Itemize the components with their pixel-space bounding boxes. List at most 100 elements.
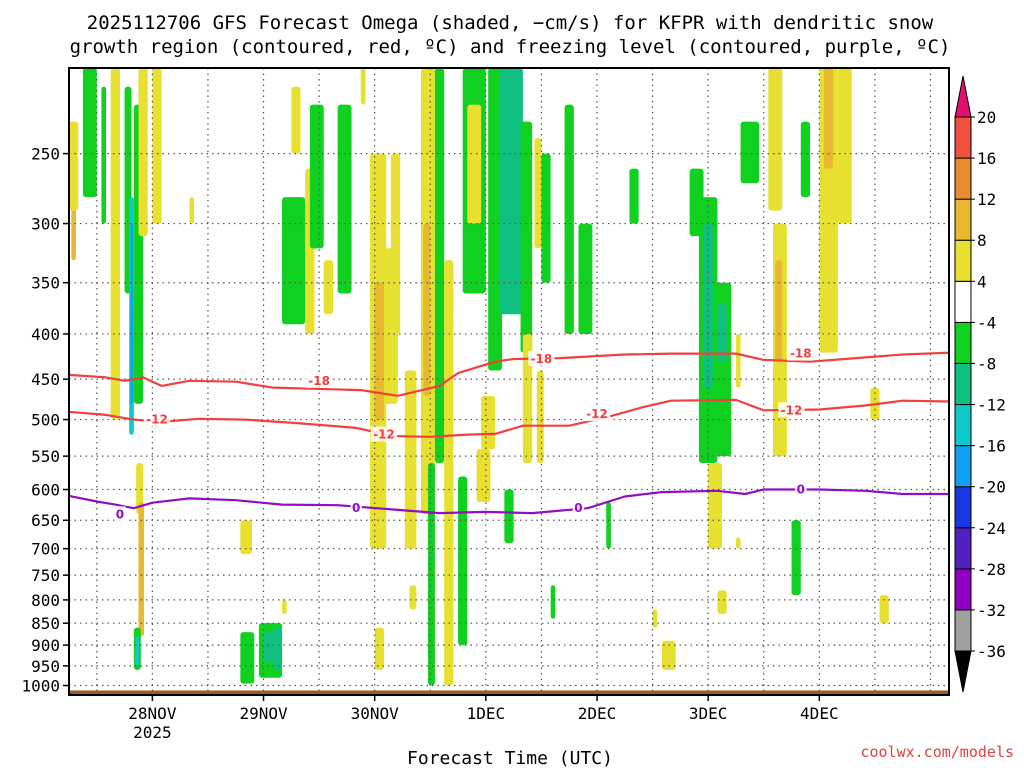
contours: -18 -18 -18 -12 -12 -12 -12 0 0 0 0	[69, 345, 949, 522]
omega-region	[800, 121, 811, 198]
omega-region	[541, 153, 551, 283]
omega-region	[488, 68, 503, 371]
colorbar-swatch	[954, 609, 972, 652]
omega-region	[138, 68, 148, 237]
contour-label-bg	[143, 411, 171, 427]
omega-region	[476, 449, 491, 503]
omega-region	[409, 585, 417, 610]
colorbar-swatch	[954, 486, 972, 529]
y-tick-label: 250	[31, 145, 60, 164]
plot-frame	[68, 67, 950, 696]
omega-shading	[69, 68, 949, 695]
omega-region	[110, 68, 120, 420]
omega-region	[467, 104, 482, 224]
omega-region	[458, 476, 468, 646]
colorbar-swatch	[954, 157, 972, 200]
omega-region	[189, 197, 195, 224]
contour-label-bg	[528, 351, 555, 367]
colorbar-swatch	[954, 527, 972, 570]
contour-label-bg	[795, 481, 807, 497]
omega-region	[629, 168, 639, 224]
y-tick-label: 650	[31, 511, 60, 530]
omega-region	[735, 333, 741, 388]
credit-text: coolwx.com/models	[860, 743, 1014, 761]
colorbar-swatch	[954, 198, 972, 241]
omega-region	[708, 463, 723, 549]
contour-label-bg	[305, 372, 333, 388]
x-tick-label: 28NOV	[128, 704, 177, 723]
contour-label: 0	[797, 483, 805, 497]
contour-label: -18	[308, 374, 330, 388]
omega-region	[282, 197, 306, 325]
colorbar-label: -8	[977, 354, 996, 373]
y-tick-label: 1000	[21, 677, 60, 696]
omega-region	[130, 223, 134, 404]
omega-region	[536, 370, 544, 464]
omega-region	[504, 489, 514, 544]
omega-region	[240, 632, 255, 684]
y-tick-label: 850	[31, 614, 60, 633]
contour-label-bg	[787, 345, 815, 361]
contour-label-bg	[572, 500, 585, 516]
omega-region	[768, 68, 783, 211]
colorbar-label: 12	[977, 190, 996, 209]
x-tick-label: 2DEC	[578, 704, 617, 723]
omega-region	[606, 502, 611, 549]
colorbar-swatch	[954, 404, 972, 447]
contour-label-bg	[114, 506, 126, 522]
omega-region	[374, 627, 384, 670]
omega-region	[138, 502, 145, 637]
colorbar-label: -12	[977, 396, 1006, 415]
omega-region	[135, 636, 139, 666]
colorbar-swatch	[954, 445, 972, 488]
omega-region	[534, 137, 542, 249]
colorbar-label: 20	[977, 108, 996, 127]
omega-region	[323, 260, 333, 315]
colorbar-swatch	[954, 116, 972, 159]
omega-region	[652, 609, 658, 628]
colorbar-swatch	[954, 362, 972, 406]
omega-region	[578, 223, 593, 334]
omega-region	[550, 585, 556, 619]
omega-region	[240, 520, 252, 555]
omega-region	[423, 223, 431, 396]
colorbar-label: -20	[977, 478, 1006, 497]
chart-title-line1: 2025112706 GFS Forecast Omega (shaded, −…	[87, 12, 934, 34]
y-tick-label: 900	[31, 636, 60, 655]
colorbar-label: -28	[977, 560, 1006, 579]
y-tick-label: 450	[31, 370, 60, 389]
x-tick-year: 2025	[133, 723, 172, 742]
omega-region	[337, 104, 352, 294]
contour-label-bg	[350, 500, 362, 516]
y-tick-label: 600	[31, 481, 60, 500]
omega-region	[879, 595, 889, 624]
y-tick-label: 500	[31, 411, 60, 430]
omega-region	[791, 520, 801, 596]
omega-region	[291, 86, 301, 154]
omega-region	[69, 121, 79, 211]
omega-region	[434, 68, 445, 464]
contour-label: 0	[352, 501, 360, 515]
omega-region	[374, 282, 384, 420]
y-tick-label: 750	[31, 566, 60, 585]
omega-region	[520, 121, 533, 353]
omega-region	[427, 463, 435, 686]
omega-region	[404, 370, 417, 549]
y-tick-label: 700	[31, 540, 60, 559]
omega-region	[735, 537, 741, 549]
contour-label: -18	[790, 347, 812, 361]
contour-label-bg	[370, 426, 398, 442]
y-tick-label: 800	[31, 591, 60, 610]
colorbar-swatch	[954, 321, 972, 364]
omega-region	[775, 260, 783, 362]
contour-label: 0	[574, 501, 582, 515]
colorbar-label: -36	[977, 642, 1006, 661]
colorbar-swatch	[954, 568, 972, 611]
x-tick-label: 29NOV	[239, 704, 288, 723]
omega-region	[101, 86, 107, 224]
contour-label: -18	[531, 352, 553, 366]
y-tick-label: 950	[31, 657, 60, 676]
grid	[69, 68, 949, 695]
y-axis: 250 300 350 400 450 500 550 600 650 700 750 800 850 9…	[21, 145, 69, 696]
